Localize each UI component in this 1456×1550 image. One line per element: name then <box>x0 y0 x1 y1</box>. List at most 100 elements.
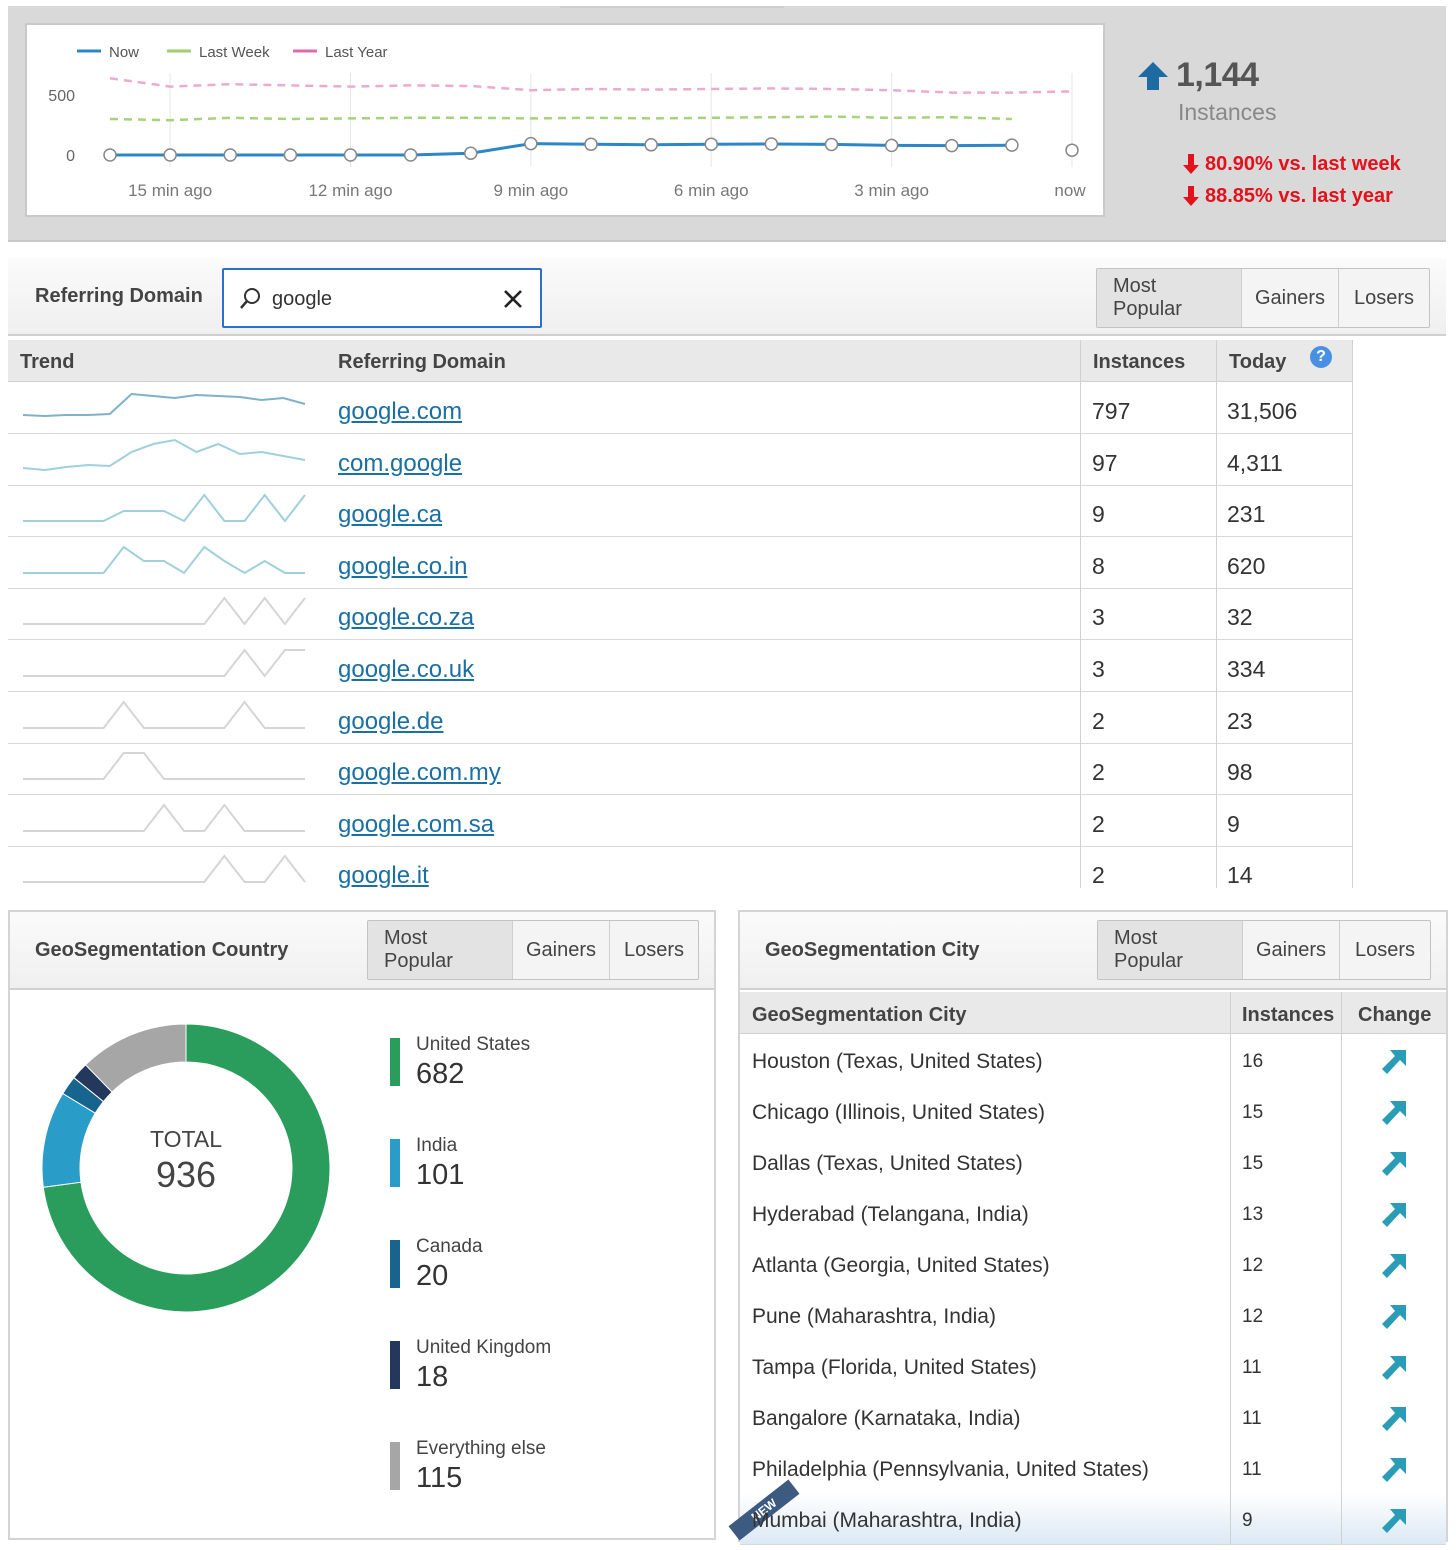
trend-sparkline <box>23 493 306 523</box>
column-instances[interactable]: Instances <box>1242 1004 1335 1026</box>
data-point <box>1005 138 1019 152</box>
trend-sparkline <box>23 648 305 678</box>
tab-losers[interactable]: Losers <box>609 921 698 979</box>
domain-link[interactable]: google.co.uk <box>338 656 475 683</box>
column-today[interactable]: Today <box>1229 351 1287 373</box>
trend-sparkline <box>23 752 305 781</box>
column-change[interactable]: Change <box>1358 1004 1432 1026</box>
x-tick-label: now <box>1054 181 1086 200</box>
table-row[interactable]: google.de 2 23 <box>8 692 1353 744</box>
instances-value: 3 <box>1092 604 1105 631</box>
x-tick-label: 3 min ago <box>854 181 929 200</box>
column-city[interactable]: GeoSegmentation City <box>752 1004 967 1026</box>
trend-line <box>23 493 306 523</box>
table-row[interactable]: Bangalore (Karnataka, India) 11 <box>740 1391 1446 1443</box>
legend-country-value: 18 <box>416 1361 449 1393</box>
referring-domain-table: Trend Referring Domain Instances Today ?… <box>8 340 1446 888</box>
trending-up-arrow-icon <box>1382 1254 1406 1278</box>
legend-country-name: Everything else <box>416 1438 546 1459</box>
table-row[interactable]: google.com 797 31,506 <box>8 382 1353 434</box>
legend-country-value: 682 <box>416 1058 465 1090</box>
column-referring-domain[interactable]: Referring Domain <box>338 351 506 373</box>
geo-city-header: GeoSegmentation City Most Popular Gainer… <box>740 912 1446 990</box>
table-header: Trend Referring Domain Instances Today ? <box>8 340 1353 382</box>
instances-value: 15 <box>1242 1102 1264 1123</box>
trend-sparkline <box>22 392 306 418</box>
trending-up-arrow-icon <box>1382 1305 1406 1329</box>
data-point <box>223 148 237 162</box>
column-instances[interactable]: Instances <box>1093 351 1186 373</box>
table-row[interactable]: com.google 97 4,311 <box>8 434 1353 486</box>
table-row[interactable]: NEW Mumbai (Maharashtra, India) 9 <box>728 1479 1446 1545</box>
trending-up-arrow-icon <box>1382 1509 1406 1533</box>
referring-domain-title: Referring Domain <box>35 285 203 307</box>
instances-value: 12 <box>1242 1255 1264 1276</box>
tab-gainers[interactable]: Gainers <box>512 921 609 979</box>
geo-city-title: GeoSegmentation City <box>765 939 980 961</box>
data-point <box>524 136 538 151</box>
donut-slice <box>42 1023 331 1313</box>
clear-search-icon[interactable] <box>500 286 526 312</box>
tab-losers[interactable]: Losers <box>1338 269 1429 327</box>
domain-link[interactable]: com.google <box>338 449 463 477</box>
domain-link[interactable]: google.com.sa <box>338 810 495 838</box>
table-row[interactable]: google.ca 9 231 <box>8 485 1353 538</box>
table-row[interactable]: Philadelphia (Pennsylvania, United State… <box>740 1442 1446 1494</box>
domain-link[interactable]: google.it <box>338 862 429 888</box>
table-row[interactable]: Chicago (Illinois, United States) 15 <box>740 1085 1446 1137</box>
instances-value: 11 <box>1242 1357 1262 1378</box>
today-value: 334 <box>1227 656 1266 682</box>
table-row[interactable]: google.it 2 14 <box>8 846 1353 888</box>
table-row[interactable]: google.co.za 3 32 <box>8 588 1353 641</box>
table-row[interactable]: Dallas (Texas, United States) 15 <box>740 1136 1446 1188</box>
help-icon[interactable]: ? <box>1310 346 1332 368</box>
x-tick-label: 9 min ago <box>494 181 569 200</box>
today-value: 620 <box>1227 552 1266 579</box>
panel-drag-handle[interactable] <box>560 6 784 8</box>
tab-gainers[interactable]: Gainers <box>1241 269 1338 327</box>
x-tick-label: 6 min ago <box>674 181 749 200</box>
instances-value: 12 <box>1242 1306 1264 1327</box>
table-row[interactable]: google.com.sa 2 9 <box>8 795 1353 847</box>
table-row[interactable]: Pune (Maharashtra, India) 12 <box>740 1289 1446 1341</box>
legend-label: Last Year <box>325 44 388 61</box>
domain-link[interactable]: google.com.my <box>338 759 501 787</box>
domain-link[interactable]: google.com <box>338 398 463 425</box>
data-point <box>644 138 658 152</box>
legend-swatch <box>390 1139 400 1187</box>
today-value: 9 <box>1227 810 1240 837</box>
table-row[interactable]: google.co.uk 3 334 <box>8 640 1353 692</box>
data-point <box>1065 143 1079 157</box>
tab-most-popular[interactable]: Most Popular <box>1097 269 1241 327</box>
instances-value: 15 <box>1242 1153 1264 1174</box>
city-name: Philadelphia (Pennsylvania, United State… <box>752 1458 1149 1481</box>
tab-most-popular[interactable]: Most Popular <box>368 921 512 979</box>
instances-value: 2 <box>1092 759 1105 786</box>
donut-total-value: 936 <box>155 1154 217 1195</box>
table-row[interactable]: Houston (Texas, United States) 16 <box>740 1034 1446 1086</box>
trending-up-arrow-icon <box>1382 1203 1406 1227</box>
total-instances-value: 1,144 <box>1176 56 1259 94</box>
table-row[interactable]: google.com.my 2 98 <box>8 743 1353 796</box>
table-row[interactable]: google.co.in 8 620 <box>8 537 1353 589</box>
tab-losers[interactable]: Losers <box>1339 921 1430 979</box>
vs-last-year-text: 88.85% vs. last year <box>1205 184 1393 207</box>
domain-link[interactable]: google.co.za <box>338 604 475 632</box>
instances-line-chart: 500 0 15 min ago 12 min ago 9 min ago 6 min a… <box>25 23 1105 217</box>
instances-value: 3 <box>1092 656 1105 682</box>
table-row[interactable]: Hyderabad (Telangana, India) 13 <box>740 1187 1446 1239</box>
tab-most-popular[interactable]: Most Popular <box>1098 921 1242 979</box>
donut-slice <box>84 1023 187 1093</box>
domain-search-input[interactable] <box>272 284 492 314</box>
domain-link[interactable]: google.ca <box>338 501 443 529</box>
data-point <box>884 138 899 153</box>
instances-value: 8 <box>1092 552 1105 579</box>
series-line-last-year <box>109 76 1073 94</box>
domain-link[interactable]: google.de <box>338 707 444 735</box>
trend-sparkline <box>23 596 306 627</box>
city-name: Dallas (Texas, United States) <box>752 1152 1023 1175</box>
domain-search-box[interactable] <box>222 268 542 328</box>
tab-gainers[interactable]: Gainers <box>1242 921 1339 979</box>
domain-link[interactable]: google.co.in <box>338 552 468 580</box>
series-line-now <box>110 142 1012 157</box>
